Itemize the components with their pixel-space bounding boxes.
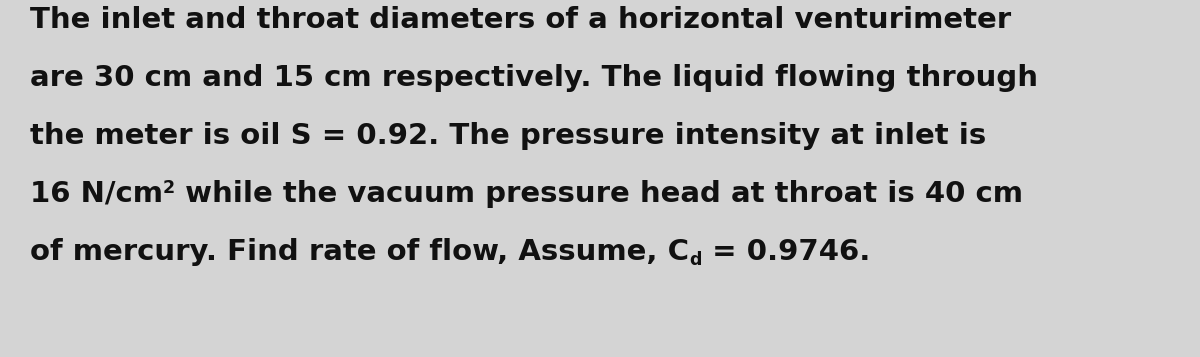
Text: The inlet and throat diameters of a horizontal venturimeter: The inlet and throat diameters of a hori… — [30, 6, 1012, 34]
Text: of mercury. Find rate of flow, Assume, C: of mercury. Find rate of flow, Assume, C — [30, 238, 689, 266]
Text: 2: 2 — [163, 178, 175, 197]
Text: while the vacuum pressure head at throat is 40 cm: while the vacuum pressure head at throat… — [175, 180, 1024, 208]
Text: the meter is oil S = 0.92. The pressure intensity at inlet is: the meter is oil S = 0.92. The pressure … — [30, 122, 986, 150]
Text: = 0.9746.: = 0.9746. — [702, 238, 870, 266]
Text: are 30 cm and 15 cm respectively. The liquid flowing through: are 30 cm and 15 cm respectively. The li… — [30, 64, 1038, 92]
Text: 16 N/cm: 16 N/cm — [30, 180, 163, 208]
Text: d: d — [689, 251, 702, 269]
